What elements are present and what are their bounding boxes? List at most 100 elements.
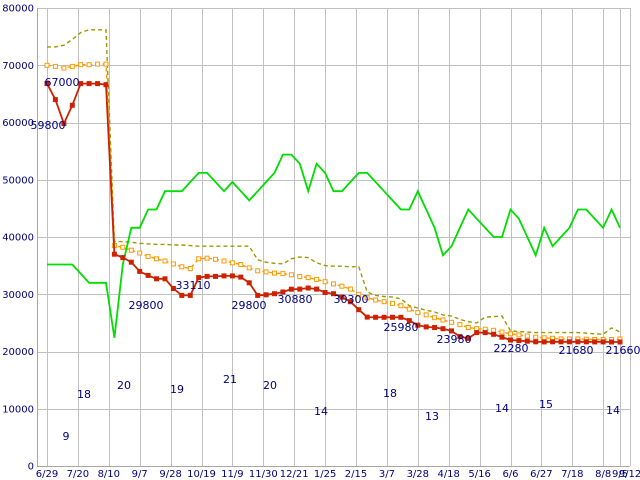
data-point-marker (78, 62, 84, 68)
data-value-label: 15 (539, 398, 553, 411)
x-tick-label: 9/12 (619, 469, 640, 480)
x-tick-label: 6/6 (502, 469, 518, 480)
data-point-marker (583, 339, 589, 345)
data-point-marker (288, 286, 294, 292)
data-point-marker (381, 314, 387, 320)
data-point-marker (575, 339, 581, 345)
x-tick-label: 4/18 (437, 469, 459, 480)
data-point-marker (297, 274, 303, 279)
data-point-marker (255, 268, 261, 274)
x-tick-label: 5/16 (468, 469, 490, 480)
data-point-marker (541, 335, 547, 341)
data-value-label: 18 (383, 387, 397, 400)
data-point-marker (449, 319, 454, 325)
x-axis-tick-labels: 6/29 7/20 8/10 9/7 9/28 10/19 11/9 11/30 12/21 1/… (36, 469, 640, 480)
data-point-marker (263, 292, 269, 298)
data-point-marker (415, 322, 421, 328)
data-point-marker (415, 310, 421, 316)
data-point-marker (128, 259, 134, 265)
data-point-marker (204, 255, 210, 261)
data-value-label: 29800 (232, 299, 267, 312)
data-point-marker (154, 256, 159, 262)
x-tick-label: 6/29 (36, 469, 58, 480)
data-point-marker (566, 339, 572, 345)
data-point-marker (154, 276, 159, 282)
x-tick-label: 1/25 (314, 469, 336, 480)
data-point-marker (322, 290, 328, 295)
data-point-marker (474, 330, 480, 336)
y-tick-label: 30000 (2, 290, 34, 301)
data-point-marker (78, 81, 84, 87)
data-point-marker (52, 97, 58, 103)
data-point-marker (187, 266, 193, 271)
series-path-highest-price (47, 29, 621, 336)
data-point-marker (339, 294, 345, 300)
data-point-marker (364, 314, 370, 320)
x-tick-label: 8/8 (595, 469, 611, 480)
data-value-label: 9 (63, 430, 70, 443)
data-point-marker (533, 334, 539, 340)
x-tick-label: 7/18 (561, 469, 583, 480)
data-point-marker (541, 339, 547, 345)
data-point-marker (86, 81, 92, 87)
data-point-marker (356, 291, 362, 297)
data-point-marker (120, 244, 126, 250)
data-point-marker (196, 256, 202, 262)
data-point-marker (398, 314, 404, 320)
data-value-label: 25980 (384, 321, 419, 334)
data-point-marker (524, 338, 530, 344)
data-point-marker (221, 273, 227, 279)
data-point-marker (474, 326, 480, 332)
data-point-marker (229, 260, 235, 266)
data-point-marker (280, 271, 286, 277)
data-point-marker (482, 330, 488, 336)
data-point-marker (145, 254, 151, 259)
x-tick-label: 9/28 (159, 469, 181, 480)
data-value-label: 18 (77, 388, 91, 401)
data-point-marker (179, 264, 185, 270)
data-point-marker (229, 273, 235, 279)
data-point-marker (305, 275, 311, 281)
data-point-marker (44, 62, 50, 68)
data-point-marker (592, 339, 598, 345)
data-point-marker (516, 338, 522, 344)
axis-lines (37, 8, 630, 467)
data-point-marker (617, 339, 623, 345)
x-tick-label: 10/19 (187, 469, 216, 480)
x-tick-label: 12/21 (280, 469, 309, 480)
data-point-marker (314, 276, 320, 282)
data-point-marker (423, 312, 429, 318)
data-point-marker (432, 315, 438, 321)
data-point-marker (263, 269, 269, 275)
data-point-marker (238, 274, 244, 280)
data-point-marker (170, 286, 176, 291)
data-point-marker (213, 273, 218, 279)
data-point-marker (440, 326, 446, 332)
series-listing-count (47, 153, 621, 338)
data-point-marker (465, 335, 471, 341)
data-point-marker (609, 339, 615, 345)
x-tick-label: 3/28 (407, 469, 429, 480)
y-tick-label: 80000 (2, 4, 34, 15)
data-value-label: 14 (606, 404, 620, 417)
data-point-marker (204, 273, 210, 279)
data-point-marker (179, 292, 185, 298)
data-value-label: 19 (170, 383, 184, 396)
data-value-label: 30300 (334, 293, 369, 306)
data-point-marker (69, 63, 75, 69)
data-point-marker (86, 62, 92, 68)
data-point-marker (373, 314, 379, 320)
data-point-marker (170, 261, 176, 267)
data-value-label: 14 (314, 405, 328, 418)
data-point-marker (44, 81, 50, 87)
data-point-marker (457, 322, 463, 328)
data-point-marker (423, 324, 429, 330)
data-point-marker (162, 258, 168, 264)
data-point-marker (314, 286, 320, 292)
data-point-marker (600, 339, 606, 345)
data-point-marker (406, 318, 412, 324)
data-point-marker (272, 291, 277, 297)
y-tick-label: 70000 (2, 61, 34, 72)
